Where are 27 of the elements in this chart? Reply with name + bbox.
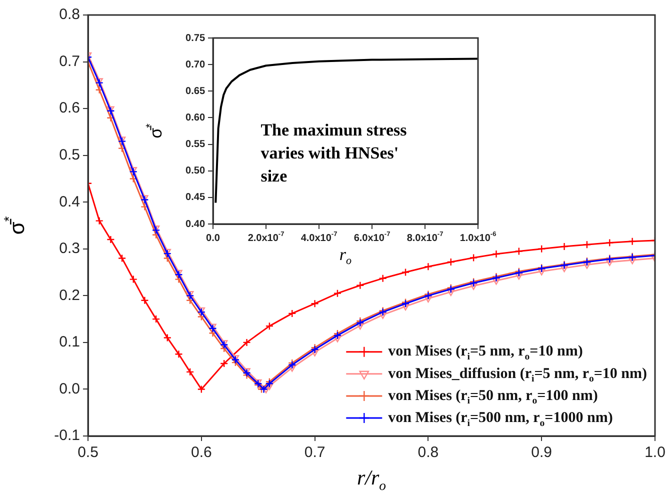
annotation: The maximun stress varies with HNSes' size xyxy=(260,120,408,186)
y-axis-title: σ̄* xyxy=(1,216,29,235)
y-tick-label: 0.7 xyxy=(59,52,80,70)
y-tick-label: 0.0 xyxy=(59,380,80,398)
y-tick-label: 0.8 xyxy=(59,6,80,24)
x-tick-label: 0.7 xyxy=(304,444,326,462)
y-tick-label: 0.3 xyxy=(59,240,80,258)
y-tick-label: 0.5 xyxy=(59,146,80,164)
y-tick-label: 0.45 xyxy=(186,192,206,204)
y-tick-label: 0.4 xyxy=(59,193,80,210)
y-axis-title: σ̄* xyxy=(144,122,166,138)
x-tick-label: 0.5 xyxy=(78,444,98,462)
y-tick-label: 0.55 xyxy=(186,139,206,150)
y-tick-label: -0.1 xyxy=(54,427,80,444)
x-tick-label: 0.9 xyxy=(531,444,552,462)
y-tick-label: 0.70 xyxy=(186,59,206,70)
y-tick-label: 0.6 xyxy=(59,100,80,117)
y-tick-label: 0.2 xyxy=(59,286,80,304)
y-tick-label: 0.75 xyxy=(186,32,206,44)
x-tick-label: 0.8 xyxy=(418,444,439,462)
x-tick-label: 0.0 xyxy=(206,232,220,244)
y-tick-label: 0.1 xyxy=(59,334,80,351)
y-tick-label: 0.65 xyxy=(186,86,206,97)
x-tick-label: 1.0 xyxy=(644,444,666,462)
y-tick-label: 0.60 xyxy=(186,112,206,124)
y-tick-label: 0.50 xyxy=(186,166,206,177)
y-tick-label: 0.40 xyxy=(186,218,206,230)
